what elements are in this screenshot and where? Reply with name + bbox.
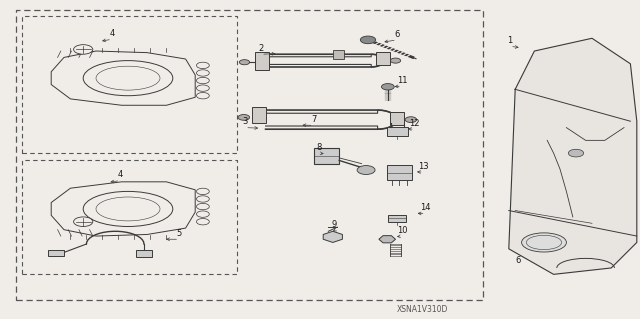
Circle shape bbox=[238, 115, 250, 120]
Bar bbox=[390, 112, 404, 125]
Text: 6: 6 bbox=[516, 256, 521, 265]
Text: 14: 14 bbox=[420, 204, 431, 212]
Bar bbox=[252, 107, 266, 123]
Bar bbox=[387, 127, 408, 136]
Text: 13: 13 bbox=[419, 162, 429, 171]
Bar bbox=[333, 50, 344, 59]
Bar bbox=[314, 148, 339, 164]
Text: 1: 1 bbox=[508, 36, 513, 45]
Bar bbox=[387, 165, 412, 180]
Circle shape bbox=[381, 84, 394, 90]
Text: 4: 4 bbox=[118, 170, 123, 179]
Text: 5: 5 bbox=[177, 229, 182, 238]
Text: XSNA1V310D: XSNA1V310D bbox=[397, 305, 448, 314]
Text: 2: 2 bbox=[259, 44, 264, 53]
Polygon shape bbox=[379, 236, 396, 243]
Text: 6: 6 bbox=[394, 30, 399, 39]
Text: 11: 11 bbox=[397, 76, 407, 85]
Bar bbox=[376, 52, 390, 65]
Bar bbox=[255, 52, 269, 70]
Text: 8: 8 bbox=[316, 143, 321, 152]
Circle shape bbox=[357, 166, 375, 174]
Circle shape bbox=[360, 36, 376, 44]
Bar bbox=[388, 215, 406, 222]
Circle shape bbox=[568, 149, 584, 157]
Circle shape bbox=[390, 58, 401, 63]
Circle shape bbox=[405, 117, 417, 122]
Polygon shape bbox=[509, 38, 637, 274]
Polygon shape bbox=[323, 231, 342, 242]
Bar bbox=[136, 250, 152, 257]
Bar bbox=[48, 250, 64, 256]
Circle shape bbox=[74, 217, 93, 226]
Text: 10: 10 bbox=[397, 226, 407, 235]
Text: 7: 7 bbox=[311, 115, 316, 124]
Circle shape bbox=[239, 60, 250, 65]
Circle shape bbox=[74, 45, 93, 54]
Text: 12: 12 bbox=[410, 119, 420, 128]
Text: 4: 4 bbox=[109, 29, 115, 38]
Ellipse shape bbox=[522, 233, 566, 252]
Text: 9: 9 bbox=[332, 220, 337, 229]
Text: 3: 3 bbox=[243, 117, 248, 126]
